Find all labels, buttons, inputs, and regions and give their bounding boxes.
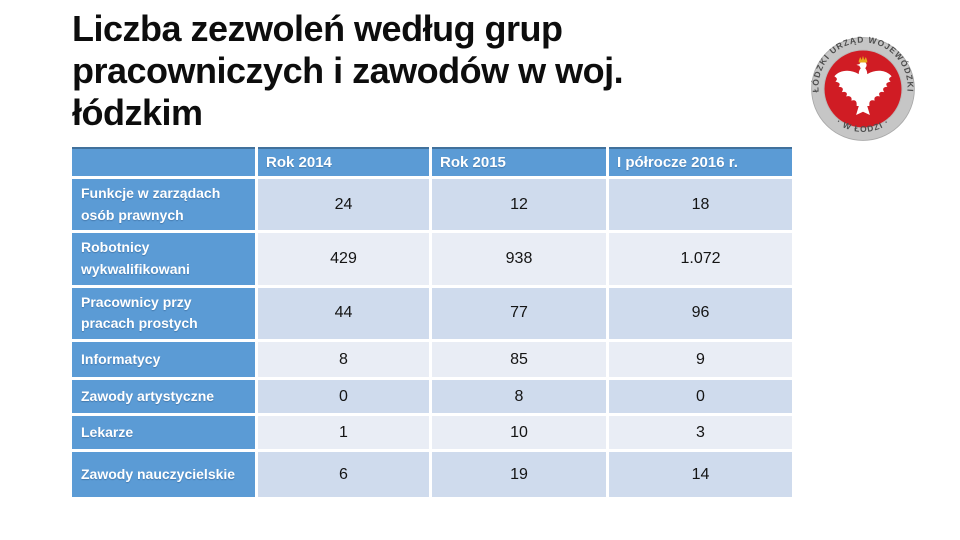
column-header: I półrocze 2016 r. [609, 147, 792, 176]
value-cell: 10 [432, 416, 606, 450]
table-row: Robotnicy wykwalifikowani 429 938 1.072 [72, 233, 792, 285]
value-cell: 0 [258, 380, 429, 414]
value-cell: 18 [609, 179, 792, 231]
value-cell: 96 [609, 287, 792, 340]
row-label: Robotnicy wykwalifikowani [72, 233, 255, 285]
value-cell: 6 [258, 452, 429, 498]
row-label: Funkcje w zarządach osób prawnych [72, 179, 255, 231]
table-row: Funkcje w zarządach osób prawnych 24 12 18 [72, 179, 792, 231]
value-cell: 429 [258, 233, 429, 285]
value-cell: 44 [258, 287, 429, 340]
value-cell: 12 [432, 179, 606, 231]
permits-by-occupation-table: Rok 2014 Rok 2015 I półrocze 2016 r. Funkc… [69, 144, 795, 500]
row-label: Informatycy [72, 342, 255, 378]
column-header: Rok 2014 [258, 147, 429, 176]
value-cell: 1.072 [609, 233, 792, 285]
table-header-row: Rok 2014 Rok 2015 I półrocze 2016 r. [72, 147, 792, 176]
table-row: Pracownicy przy pracach prostych 44 77 96 [72, 287, 792, 340]
table-row: Zawody artystyczne 0 8 0 [72, 380, 792, 414]
seal-icon: ŁÓDZKI URZĄD WOJEWÓDZKI · W ŁODZI · [809, 34, 915, 141]
value-cell: 14 [609, 452, 792, 498]
corner-header-cell [72, 147, 255, 176]
eagle-icon [834, 55, 892, 115]
voivodeship-office-seal: ŁÓDZKI URZĄD WOJEWÓDZKI · W ŁODZI · [809, 34, 916, 142]
row-label: Zawody artystyczne [72, 380, 255, 414]
value-cell: 938 [432, 233, 606, 285]
value-cell: 3 [609, 416, 792, 450]
slide-title: Liczba zezwoleń według grup pracowniczyc… [72, 8, 624, 134]
table-row: Lekarze 1 10 3 [72, 416, 792, 450]
row-label: Lekarze [72, 416, 255, 450]
value-cell: 8 [258, 342, 429, 378]
value-cell: 19 [432, 452, 606, 498]
value-cell: 77 [432, 287, 606, 340]
value-cell: 8 [432, 380, 606, 414]
value-cell: 9 [609, 342, 792, 378]
value-cell: 85 [432, 342, 606, 378]
value-cell: 1 [258, 416, 429, 450]
table-row: Informatycy 8 85 9 [72, 342, 792, 378]
table-row: Zawody nauczycielskie 6 19 14 [72, 452, 792, 498]
column-header: Rok 2015 [432, 147, 606, 176]
row-label: Pracownicy przy pracach prostych [72, 287, 255, 340]
row-label: Zawody nauczycielskie [72, 452, 255, 498]
value-cell: 0 [609, 380, 792, 414]
eagle-crown [858, 55, 868, 63]
value-cell: 24 [258, 179, 429, 231]
